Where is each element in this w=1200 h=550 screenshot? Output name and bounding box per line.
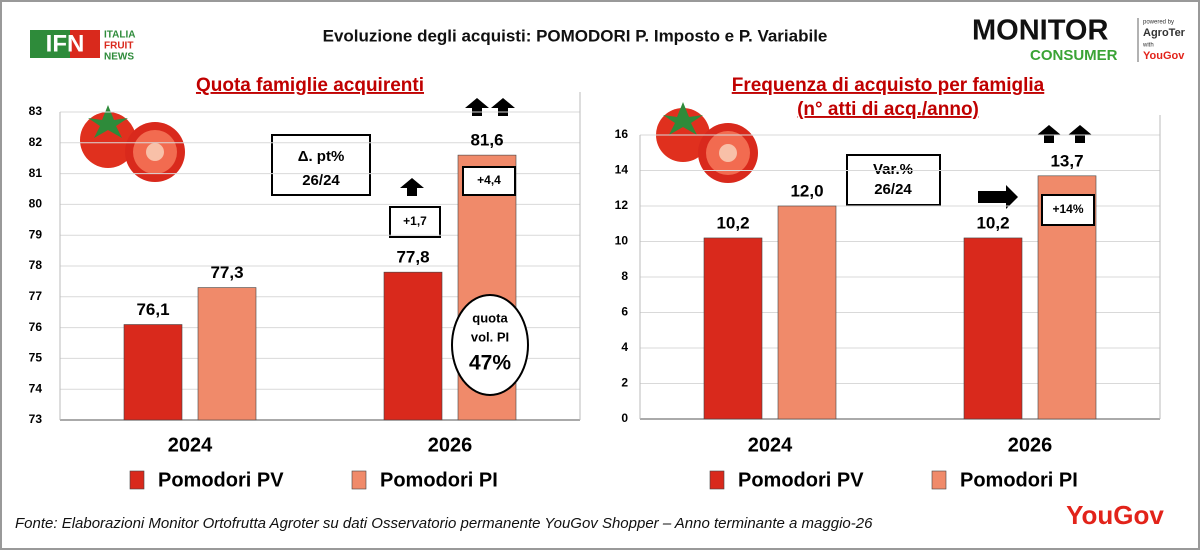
legend-label: Pomodori PV: [738, 469, 864, 491]
logo-bottom: CONSUMER: [1030, 47, 1118, 64]
value-label: 10,2: [716, 213, 749, 232]
y-tick-label: 83: [29, 104, 43, 118]
annotation-text: quota: [472, 310, 508, 325]
x-tick-label: 2026: [1008, 434, 1053, 456]
y-tick-label: 76: [29, 320, 43, 334]
plots: 7374757677787980818283202476,177,3202677…: [29, 92, 1161, 491]
chart-title: Frequenza di acquisto per famiglia: [732, 75, 1045, 96]
bar: [197, 287, 257, 421]
y-tick-label: 75: [29, 351, 43, 365]
y-tick-label: 80: [29, 197, 43, 211]
value-label: 77,3: [210, 263, 243, 282]
annotation-box: [1041, 194, 1095, 226]
arrow-up: [491, 98, 515, 116]
legend-swatch: [709, 470, 725, 490]
bar: [383, 271, 443, 421]
legend-swatch: [931, 470, 947, 490]
annotation-text: 26/24: [874, 181, 912, 198]
y-tick-label: 73: [29, 412, 43, 426]
annotation-text: +1,7: [403, 214, 427, 228]
arrow-up: [465, 98, 489, 116]
annotation-box: [462, 166, 516, 196]
overlay: +4,4 quota vol. PI 47% +14%: [451, 166, 1095, 396]
arrow-right: [978, 185, 1018, 209]
value-label: 10,2: [976, 213, 1009, 232]
y-tick-label: 16: [615, 127, 629, 141]
y-tick-label: 81: [29, 166, 43, 180]
annotation-text: +14%: [1052, 202, 1083, 216]
value-label: 77,8: [396, 248, 429, 267]
logo-small: YouGov: [1143, 50, 1185, 62]
tomato-icon: [80, 105, 185, 182]
annotation-text: Δ. pt%: [298, 148, 345, 165]
annotation-box: [846, 154, 941, 206]
y-tick-label: 82: [29, 135, 43, 149]
y-tick-label: 12: [615, 198, 629, 212]
chart-title: Quota famiglie acquirenti: [196, 75, 424, 96]
value-label: 76,1: [136, 300, 169, 319]
y-tick-label: 4: [621, 340, 628, 354]
logo-mark: IFN: [46, 30, 85, 57]
arrow-up: [1068, 125, 1092, 143]
legend-swatch: [351, 470, 367, 490]
y-tick-label: 10: [615, 234, 629, 248]
logo-line: ITALIA: [104, 30, 135, 41]
logo-line: NEWS: [104, 52, 134, 63]
y-tick-label: 6: [621, 305, 628, 319]
y-tick-label: 0: [621, 411, 628, 425]
logo-small: with: [1142, 43, 1154, 49]
x-tick-label: 2024: [168, 434, 213, 456]
legend-label: Pomodori PI: [960, 469, 1078, 491]
legend-swatch: [129, 470, 145, 490]
legend-label: Pomodori PI: [380, 469, 498, 491]
logo-small: AgroTer: [1143, 27, 1186, 39]
source-note: Fonte: Elaborazioni Monitor Ortofrutta A…: [15, 515, 873, 532]
annotation-text: 47%: [469, 352, 511, 375]
bar: [123, 324, 183, 421]
logo-small: powered by: [1143, 20, 1174, 26]
page-title: Evoluzione degli acquisti: POMODORI P. I…: [323, 26, 828, 45]
y-tick-label: 74: [29, 381, 43, 395]
bar: [963, 237, 1023, 420]
annotation-box: [389, 206, 441, 238]
value-label: 12,0: [790, 181, 823, 200]
annotation-text: +4,4: [477, 173, 501, 187]
y-tick-label: 79: [29, 227, 43, 241]
value-label: 13,7: [1050, 151, 1083, 170]
chart-subtitle: (n° atti di acq./anno): [797, 99, 979, 120]
y-tick-label: 78: [29, 258, 43, 272]
x-tick-label: 2026: [428, 434, 473, 456]
bar: [703, 237, 763, 420]
annotation-text: vol. PI: [471, 329, 509, 344]
annotation-text: Var.%: [873, 161, 913, 178]
logo-top: MONITOR: [972, 15, 1108, 47]
annotation-box: [271, 134, 371, 196]
y-tick-label: 77: [29, 289, 43, 303]
y-tick-label: 2: [621, 376, 628, 390]
tomato-icon: [656, 102, 758, 183]
logo-line: FRUIT: [104, 41, 133, 52]
arrow-up: [400, 178, 424, 196]
annotation-text: 26/24: [302, 172, 340, 189]
arrow-up: [1037, 125, 1061, 143]
footer-logo: YouGov: [1066, 500, 1164, 530]
y-tick-label: 8: [621, 269, 628, 283]
logo-box: [70, 30, 100, 58]
value-label: 81,6: [470, 131, 503, 150]
bar: [777, 205, 837, 420]
annotation-circle: [451, 294, 529, 396]
legend-label: Pomodori PV: [158, 469, 284, 491]
y-tick-label: 14: [615, 163, 629, 177]
x-tick-label: 2024: [748, 434, 793, 456]
